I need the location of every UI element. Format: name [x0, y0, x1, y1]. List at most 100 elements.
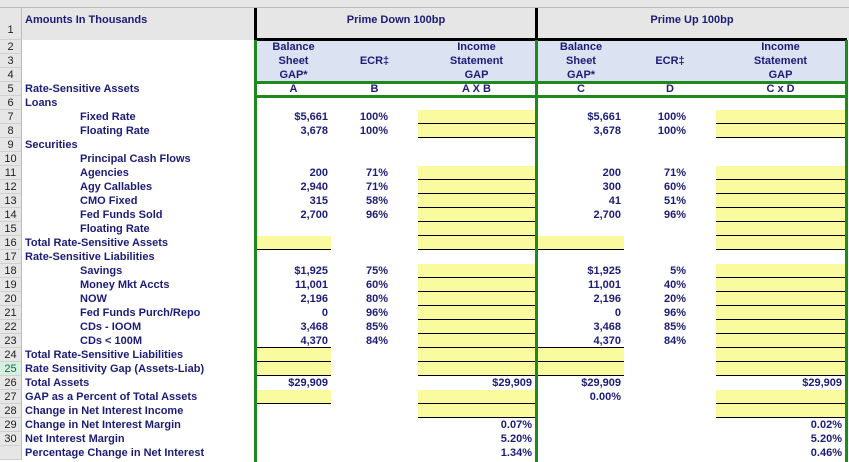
value-cell[interactable]: $5,661: [294, 111, 328, 123]
input-cell[interactable]: [716, 292, 845, 306]
value-cell[interactable]: [538, 138, 624, 152]
row-label[interactable]: CMO Fixed: [80, 195, 138, 207]
value-cell[interactable]: 200: [309, 167, 328, 179]
group-header-prime-down[interactable]: Prime Down 100bp: [346, 14, 446, 26]
value-cell[interactable]: [538, 432, 624, 446]
value-cell[interactable]: 4,370: [256, 334, 331, 348]
row-label[interactable]: Fed Funds Purch/Repo: [80, 307, 201, 319]
value-cell[interactable]: 71%: [365, 167, 388, 179]
input-cell[interactable]: [418, 404, 535, 418]
row-header[interactable]: 24: [0, 348, 22, 362]
value-cell[interactable]: [331, 418, 418, 432]
input-cell[interactable]: [418, 348, 535, 362]
value-cell[interactable]: [624, 404, 716, 418]
value-cell[interactable]: [256, 138, 331, 152]
value-cell[interactable]: 0: [614, 307, 621, 319]
input-cell[interactable]: [716, 362, 845, 376]
value-cell[interactable]: [624, 432, 716, 446]
row-header[interactable]: 13: [0, 194, 22, 208]
value-cell[interactable]: [538, 96, 624, 110]
input-cell[interactable]: [418, 292, 535, 306]
value-cell[interactable]: 100%: [359, 125, 388, 137]
input-cell[interactable]: [716, 264, 845, 278]
value-cell[interactable]: [418, 138, 535, 152]
value-cell[interactable]: [538, 418, 624, 432]
input-cell[interactable]: [256, 362, 331, 376]
input-cell[interactable]: [418, 278, 535, 292]
value-cell[interactable]: 0.46%: [810, 447, 842, 459]
row-header[interactable]: 14: [0, 208, 22, 222]
row-header[interactable]: 11: [0, 166, 22, 180]
row-header[interactable]: 30: [0, 432, 22, 446]
value-cell[interactable]: 5%: [670, 265, 686, 277]
value-cell[interactable]: [256, 446, 331, 460]
value-cell[interactable]: 51%: [663, 195, 686, 207]
input-cell[interactable]: [256, 390, 331, 404]
value-cell[interactable]: [624, 250, 716, 264]
input-cell[interactable]: [538, 236, 624, 250]
value-cell[interactable]: 4,370: [538, 334, 624, 348]
value-cell[interactable]: 60%: [365, 279, 388, 291]
value-cell[interactable]: 2,700: [593, 209, 621, 221]
value-cell[interactable]: [256, 222, 331, 236]
input-cell[interactable]: [418, 390, 535, 404]
value-cell[interactable]: 3,468: [593, 321, 621, 333]
value-cell[interactable]: [331, 376, 418, 390]
row-label[interactable]: Total Rate-Sensitive Liabilities: [25, 349, 184, 361]
row-label[interactable]: Principal Cash Flows: [80, 153, 191, 165]
input-cell[interactable]: [716, 334, 845, 348]
row-header[interactable]: 21: [0, 306, 22, 320]
row-header[interactable]: 25: [0, 362, 22, 376]
value-cell[interactable]: 75%: [365, 265, 388, 277]
input-cell[interactable]: [418, 362, 535, 376]
value-cell[interactable]: 1.34%: [500, 447, 532, 459]
value-cell[interactable]: [331, 236, 418, 250]
row-label[interactable]: Money Mkt Accts: [80, 279, 170, 291]
input-cell[interactable]: [716, 390, 845, 404]
value-cell[interactable]: 85%: [365, 321, 388, 333]
row-header[interactable]: 16: [0, 236, 22, 250]
value-cell[interactable]: [624, 376, 716, 390]
value-cell[interactable]: [331, 446, 418, 460]
row-header[interactable]: 3: [0, 54, 22, 68]
row-header[interactable]: 1: [0, 8, 22, 40]
value-cell[interactable]: 5.20%: [500, 433, 532, 445]
input-cell[interactable]: [418, 320, 535, 334]
row-label[interactable]: Rate-Sensitive Assets: [25, 83, 140, 95]
value-cell[interactable]: [538, 222, 624, 236]
value-cell[interactable]: 60%: [663, 181, 686, 193]
input-cell[interactable]: [256, 348, 331, 362]
value-cell[interactable]: [418, 82, 535, 96]
row-label[interactable]: Fixed Rate: [80, 111, 136, 123]
input-cell[interactable]: [716, 348, 845, 362]
row-label[interactable]: NOW: [80, 293, 107, 305]
value-cell[interactable]: [716, 96, 845, 110]
value-cell[interactable]: [624, 390, 716, 404]
value-cell[interactable]: 3,678: [300, 125, 328, 137]
row-label[interactable]: Rate-Sensitive Liabilities: [25, 251, 155, 263]
input-cell[interactable]: [716, 180, 845, 194]
value-cell[interactable]: 0.00%: [589, 391, 621, 403]
value-cell[interactable]: 2,700: [300, 209, 328, 221]
row-label[interactable]: Change in Net Interest Margin: [25, 419, 181, 431]
row-label[interactable]: Percentage Change in Net Interest: [25, 447, 205, 459]
value-cell[interactable]: 0.07%: [500, 419, 532, 431]
value-cell[interactable]: 3,678: [593, 125, 621, 137]
row-header[interactable]: 7: [0, 110, 22, 124]
value-cell[interactable]: 71%: [365, 181, 388, 193]
row-label[interactable]: Agy Callables: [80, 181, 153, 193]
input-cell[interactable]: [418, 236, 535, 250]
value-cell[interactable]: 3,468: [300, 321, 328, 333]
row-label[interactable]: Rate Sensitivity Gap (Assets-Liab): [25, 363, 205, 375]
row-label[interactable]: Net Interest Margin: [25, 433, 125, 445]
value-cell[interactable]: 58%: [365, 195, 388, 207]
row-header[interactable]: 17: [0, 250, 22, 264]
value-cell[interactable]: [624, 236, 716, 250]
row-header[interactable]: 20: [0, 292, 22, 306]
input-cell[interactable]: [716, 166, 845, 180]
input-cell[interactable]: [716, 194, 845, 208]
row-header[interactable]: 28: [0, 404, 22, 418]
column-header-bar[interactable]: [0, 0, 849, 8]
value-cell[interactable]: $1,925: [294, 265, 328, 277]
value-cell[interactable]: 100%: [657, 125, 686, 137]
